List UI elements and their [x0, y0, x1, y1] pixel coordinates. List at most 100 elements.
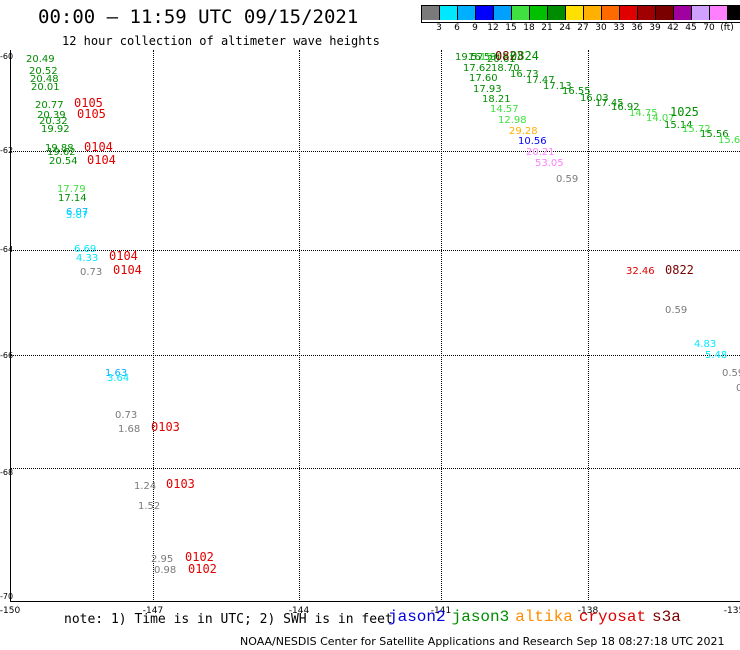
wave-height-value: 17.60	[469, 73, 498, 84]
wave-height-value: 18.21	[482, 94, 511, 105]
longitude-label: -141	[430, 606, 452, 616]
legend-jason2: jason2	[388, 608, 446, 626]
pass-time-label: 0104	[109, 249, 138, 263]
wave-height-value: 19.88	[45, 143, 74, 154]
credit-line: NOAA/NESDIS Center for Satellite Applica…	[240, 635, 725, 648]
pass-time-label: 0103	[166, 477, 195, 491]
wave-height-value: 16.53	[468, 52, 497, 63]
wave-height-value: 19.62	[47, 147, 76, 158]
wave-height-value: 19.57	[455, 52, 484, 63]
longitude-label: -147	[142, 606, 164, 616]
pass-time-label: 0104	[84, 140, 113, 154]
longitude-label: -144	[288, 606, 310, 616]
wave-height-value: 1.63	[105, 368, 128, 379]
wave-height-value: 17.14	[58, 193, 87, 204]
latitude-label: -64	[0, 245, 14, 254]
wave-height-value: 20.54	[49, 156, 78, 167]
longitude-label: -138	[577, 606, 599, 616]
wave-height-value: 0.73	[115, 410, 138, 421]
wave-height-value: 15.72	[682, 124, 711, 135]
map-border-bottom	[10, 601, 740, 602]
color-swatch	[422, 6, 440, 20]
pass-time-label: 0823	[495, 49, 524, 63]
pass-time-label: 0102	[185, 550, 214, 564]
wave-height-value: 20.52	[29, 66, 58, 77]
longitude-gridline	[153, 50, 154, 602]
wave-height-value: 1.68	[118, 424, 141, 435]
color-scale-tick: 9	[472, 23, 478, 33]
map-plot-area: 20.49 20.52 20.48 20.01 20.77 20.39 20.32 19.92…	[10, 50, 740, 602]
wave-height-value: 3.64	[107, 373, 130, 384]
color-swatch	[458, 6, 476, 20]
wave-height-value: 20.77	[35, 100, 64, 111]
color-scale-tick: 70	[703, 23, 715, 33]
latitude-label: -66	[0, 351, 14, 360]
wave-height-value: 53.05	[535, 158, 564, 169]
latitude-gridline	[10, 151, 740, 152]
wave-height-value: 20.49	[26, 54, 55, 65]
wave-height-value: 17.79	[57, 184, 86, 195]
longitude-gridline	[441, 50, 442, 602]
color-scale-tick: 18	[523, 23, 535, 33]
color-scale-tick: (ft)	[720, 23, 734, 33]
color-scale-tick: 21	[541, 23, 553, 33]
latitude-label: -60	[0, 52, 14, 61]
wave-height-value: 17.62	[463, 63, 492, 74]
wave-height-value: 20.21	[526, 147, 555, 158]
wave-height-value: 20.61	[487, 54, 516, 65]
wave-height-value: 5.87	[66, 210, 89, 221]
wave-height-value: 18.70	[491, 63, 520, 74]
pass-time-label: 0102	[188, 562, 217, 576]
pass-time-label: 0822	[665, 263, 694, 277]
color-scale-tick: 6	[454, 23, 460, 33]
pass-time-label: 0824	[510, 49, 539, 63]
wave-height-value: 16.03	[580, 93, 609, 104]
pass-time-label: 1025	[670, 105, 699, 119]
pass-time-label: 0103	[151, 420, 180, 434]
latitude-label: -62	[0, 146, 14, 155]
color-scale-tick: 33	[613, 23, 625, 33]
wave-height-value: 16.92	[611, 102, 640, 113]
units-note: note: 1) Time is in UTC; 2) SWH is in fe…	[64, 612, 393, 627]
wave-height-value: 0.73	[80, 267, 103, 278]
latitude-gridline	[10, 250, 740, 251]
pass-time-label: 0105	[74, 96, 103, 110]
wave-height-value: 17.13	[543, 81, 572, 92]
legend-altika: altika	[515, 608, 573, 626]
latitude-label: -68	[0, 468, 14, 477]
wave-height-value: 15.6	[718, 135, 740, 146]
color-scale-tick: 36	[631, 23, 643, 33]
latitude-gridline	[10, 468, 740, 469]
color-scale-tick: 24	[559, 23, 571, 33]
color-scale-bar	[421, 5, 740, 23]
wave-height-value: 0.59	[665, 305, 688, 316]
latitude-gridline	[10, 355, 740, 356]
color-swatch	[512, 6, 530, 20]
wave-height-value: 32.46	[626, 266, 655, 277]
longitude-gridline	[588, 50, 589, 602]
wave-height-value: 4.33	[76, 253, 99, 264]
wave-height-value: 20.32	[39, 116, 68, 127]
color-scale-tick: 3	[436, 23, 442, 33]
wave-height-value: 0	[736, 383, 740, 394]
map-border-left	[10, 50, 11, 602]
wave-height-value: 20.39	[37, 110, 66, 121]
legend-cryosat: cryosat	[578, 608, 647, 626]
color-swatch	[440, 6, 458, 20]
color-swatch	[566, 6, 584, 20]
wave-height-value: 1.52	[138, 501, 161, 512]
color-scale-tick: 27	[577, 23, 589, 33]
page-subtitle: 12 hour collection of altimeter wave hei…	[62, 34, 380, 48]
wave-height-value: 17.47	[526, 75, 555, 86]
color-scale-tick: 42	[667, 23, 679, 33]
wave-height-value: 14.07	[646, 113, 675, 124]
color-scale-tick: 45	[685, 23, 697, 33]
color-swatch	[656, 6, 674, 20]
wave-height-value: 1.24	[134, 481, 157, 492]
wave-height-value: 5.48	[705, 350, 728, 361]
pass-time-label: 0104	[87, 153, 116, 167]
color-swatch	[602, 6, 620, 20]
wave-height-value: 10.56	[518, 136, 547, 147]
color-scale-tick: 39	[649, 23, 661, 33]
color-scale-tick: 30	[595, 23, 607, 33]
